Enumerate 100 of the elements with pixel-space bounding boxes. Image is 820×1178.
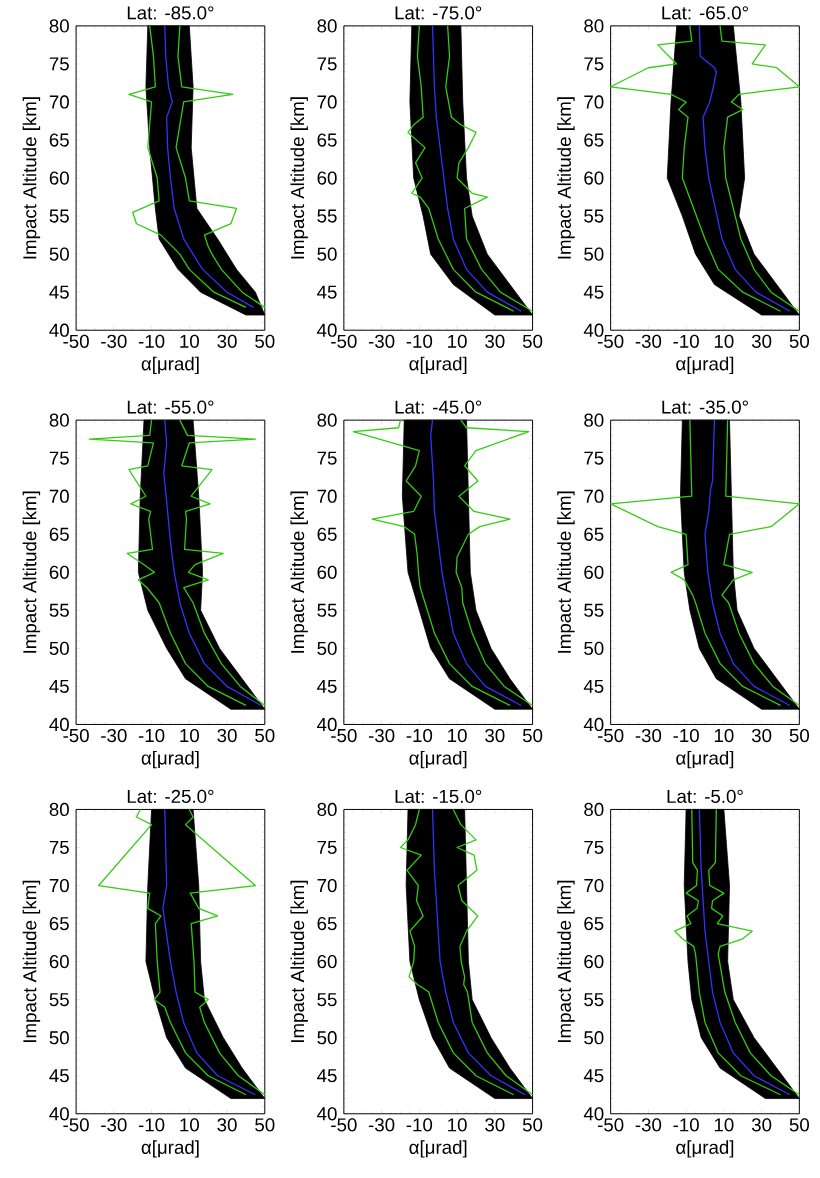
x-tick-label: -30 bbox=[368, 1118, 395, 1132]
y-tick-label: 80 bbox=[49, 802, 69, 817]
y-tick-label: 45 bbox=[317, 1069, 337, 1083]
y-tick-label: 55 bbox=[317, 993, 337, 1007]
y-tick-label: 50 bbox=[584, 247, 604, 261]
x-tick-label: -10 bbox=[406, 1118, 433, 1132]
y-tick-label: 70 bbox=[49, 95, 69, 109]
x-tick-label: -10 bbox=[138, 1118, 165, 1132]
chart-title: Lat: -55.0° bbox=[127, 400, 214, 414]
y-axis-title: Impact Altitude [km] bbox=[290, 97, 308, 259]
y-tick-label: 70 bbox=[317, 489, 337, 503]
y-tick-label: 55 bbox=[584, 993, 604, 1007]
x-tick-label: 30 bbox=[751, 1118, 772, 1132]
y-tick-label: 80 bbox=[49, 19, 69, 33]
line-series bbox=[98, 808, 247, 1096]
line-series bbox=[128, 25, 247, 309]
chart-title: Lat: -75.0° bbox=[395, 6, 482, 20]
line-series bbox=[721, 419, 800, 707]
x-tick-label: 10 bbox=[180, 334, 199, 348]
y-axis-title: Impact Altitude [km] bbox=[290, 880, 308, 1042]
line-series bbox=[184, 808, 266, 1096]
y-tick-label: 70 bbox=[317, 878, 337, 893]
x-tick-label: -30 bbox=[635, 1118, 662, 1132]
x-axis-title: α[μrad] bbox=[676, 1140, 734, 1158]
x-tick-label: -30 bbox=[635, 334, 662, 348]
y-tick-label: 75 bbox=[49, 57, 69, 71]
line-series bbox=[164, 25, 255, 309]
x-tick-label: 50 bbox=[789, 1118, 809, 1132]
x-tick-label: 10 bbox=[448, 334, 467, 348]
chart-title: Lat: -15.0° bbox=[395, 789, 482, 804]
y-tick-label: 75 bbox=[584, 840, 604, 855]
y-tick-label: 60 bbox=[317, 954, 337, 969]
x-tick-label: -30 bbox=[101, 334, 127, 348]
y-axis-title: Impact Altitude [km] bbox=[22, 491, 41, 653]
y-tick-label: 60 bbox=[584, 954, 604, 969]
chart-title: Lat: -65.0° bbox=[662, 6, 748, 20]
y-tick-label: 80 bbox=[317, 19, 337, 33]
y-axis-title: Impact Altitude [km] bbox=[22, 880, 41, 1042]
y-tick-label: 80 bbox=[317, 413, 337, 427]
x-tick-label: 30 bbox=[485, 728, 505, 743]
y-tick-label: 70 bbox=[49, 878, 69, 893]
y-tick-label: 65 bbox=[584, 916, 604, 931]
x-tick-label: 50 bbox=[255, 334, 275, 348]
y-tick-label: 55 bbox=[49, 603, 69, 617]
x-tick-label: 30 bbox=[217, 334, 237, 348]
y-tick-label: 75 bbox=[584, 57, 604, 71]
x-tick-label: 50 bbox=[255, 728, 275, 743]
y-tick-label: 50 bbox=[584, 1031, 604, 1045]
line-series bbox=[609, 419, 782, 707]
x-axis-title: α[μrad] bbox=[141, 750, 199, 769]
y-tick-label: 50 bbox=[317, 1031, 337, 1045]
x-axis-title: α[μrad] bbox=[141, 1140, 199, 1158]
x-tick-label: -30 bbox=[635, 728, 662, 743]
x-axis-title: α[μrad] bbox=[409, 1140, 467, 1158]
y-tick-label: 70 bbox=[584, 95, 604, 109]
chart-title: Lat: -45.0° bbox=[395, 400, 482, 414]
line-series bbox=[704, 419, 791, 707]
y-tick-label: 60 bbox=[317, 171, 337, 185]
y-tick-label: 65 bbox=[49, 527, 69, 541]
x-tick-label: 10 bbox=[180, 728, 199, 743]
y-tick-label: 60 bbox=[584, 171, 604, 185]
line-series bbox=[163, 419, 262, 707]
y-tick-label: 80 bbox=[317, 802, 337, 817]
y-tick-label: 45 bbox=[583, 679, 604, 693]
y-axis-title: Impact Altitude [km] bbox=[557, 491, 575, 653]
x-axis-title: α[μrad] bbox=[141, 356, 199, 375]
x-tick-label: 10 bbox=[714, 334, 734, 348]
y-tick-label: 55 bbox=[49, 993, 69, 1007]
y-tick-label: 45 bbox=[583, 285, 604, 299]
line-series bbox=[88, 419, 247, 707]
y-tick-label: 55 bbox=[49, 209, 69, 223]
y-tick-label: 60 bbox=[317, 565, 337, 579]
y-tick-label: 45 bbox=[317, 285, 337, 299]
x-tick-label: -30 bbox=[368, 728, 395, 743]
y-tick-label: 50 bbox=[584, 641, 604, 656]
y-tick-label: 45 bbox=[49, 285, 69, 299]
x-axis-title: α[μrad] bbox=[409, 356, 467, 375]
y-axis-title: Impact Altitude [km] bbox=[557, 97, 575, 259]
x-tick-label: -10 bbox=[138, 334, 165, 348]
y-tick-label: 45 bbox=[317, 679, 337, 693]
y-tick-label: 65 bbox=[317, 133, 337, 147]
y-tick-label: 45 bbox=[49, 1069, 69, 1083]
chart-title: Lat: -85.0° bbox=[127, 6, 214, 20]
y-tick-label: 60 bbox=[584, 565, 604, 579]
y-tick-label: 65 bbox=[317, 527, 337, 541]
y-tick-label: 65 bbox=[584, 527, 604, 541]
x-tick-label: -30 bbox=[101, 1118, 127, 1132]
y-tick-label: 80 bbox=[584, 413, 604, 427]
x-tick-label: 30 bbox=[751, 334, 772, 348]
y-tick-label: 65 bbox=[317, 916, 337, 931]
y-tick-label: 75 bbox=[584, 451, 604, 465]
y-tick-label: 50 bbox=[317, 247, 337, 261]
y-tick-label: 75 bbox=[317, 451, 337, 465]
x-tick-label: -10 bbox=[673, 728, 699, 743]
y-tick-label: 80 bbox=[584, 19, 604, 33]
y-tick-label: 55 bbox=[584, 603, 604, 617]
x-tick-label: 30 bbox=[485, 1118, 505, 1132]
x-axis-title: α[μrad] bbox=[409, 750, 467, 769]
x-axis-title: α[μrad] bbox=[676, 356, 734, 375]
x-tick-label: 10 bbox=[180, 1118, 199, 1132]
